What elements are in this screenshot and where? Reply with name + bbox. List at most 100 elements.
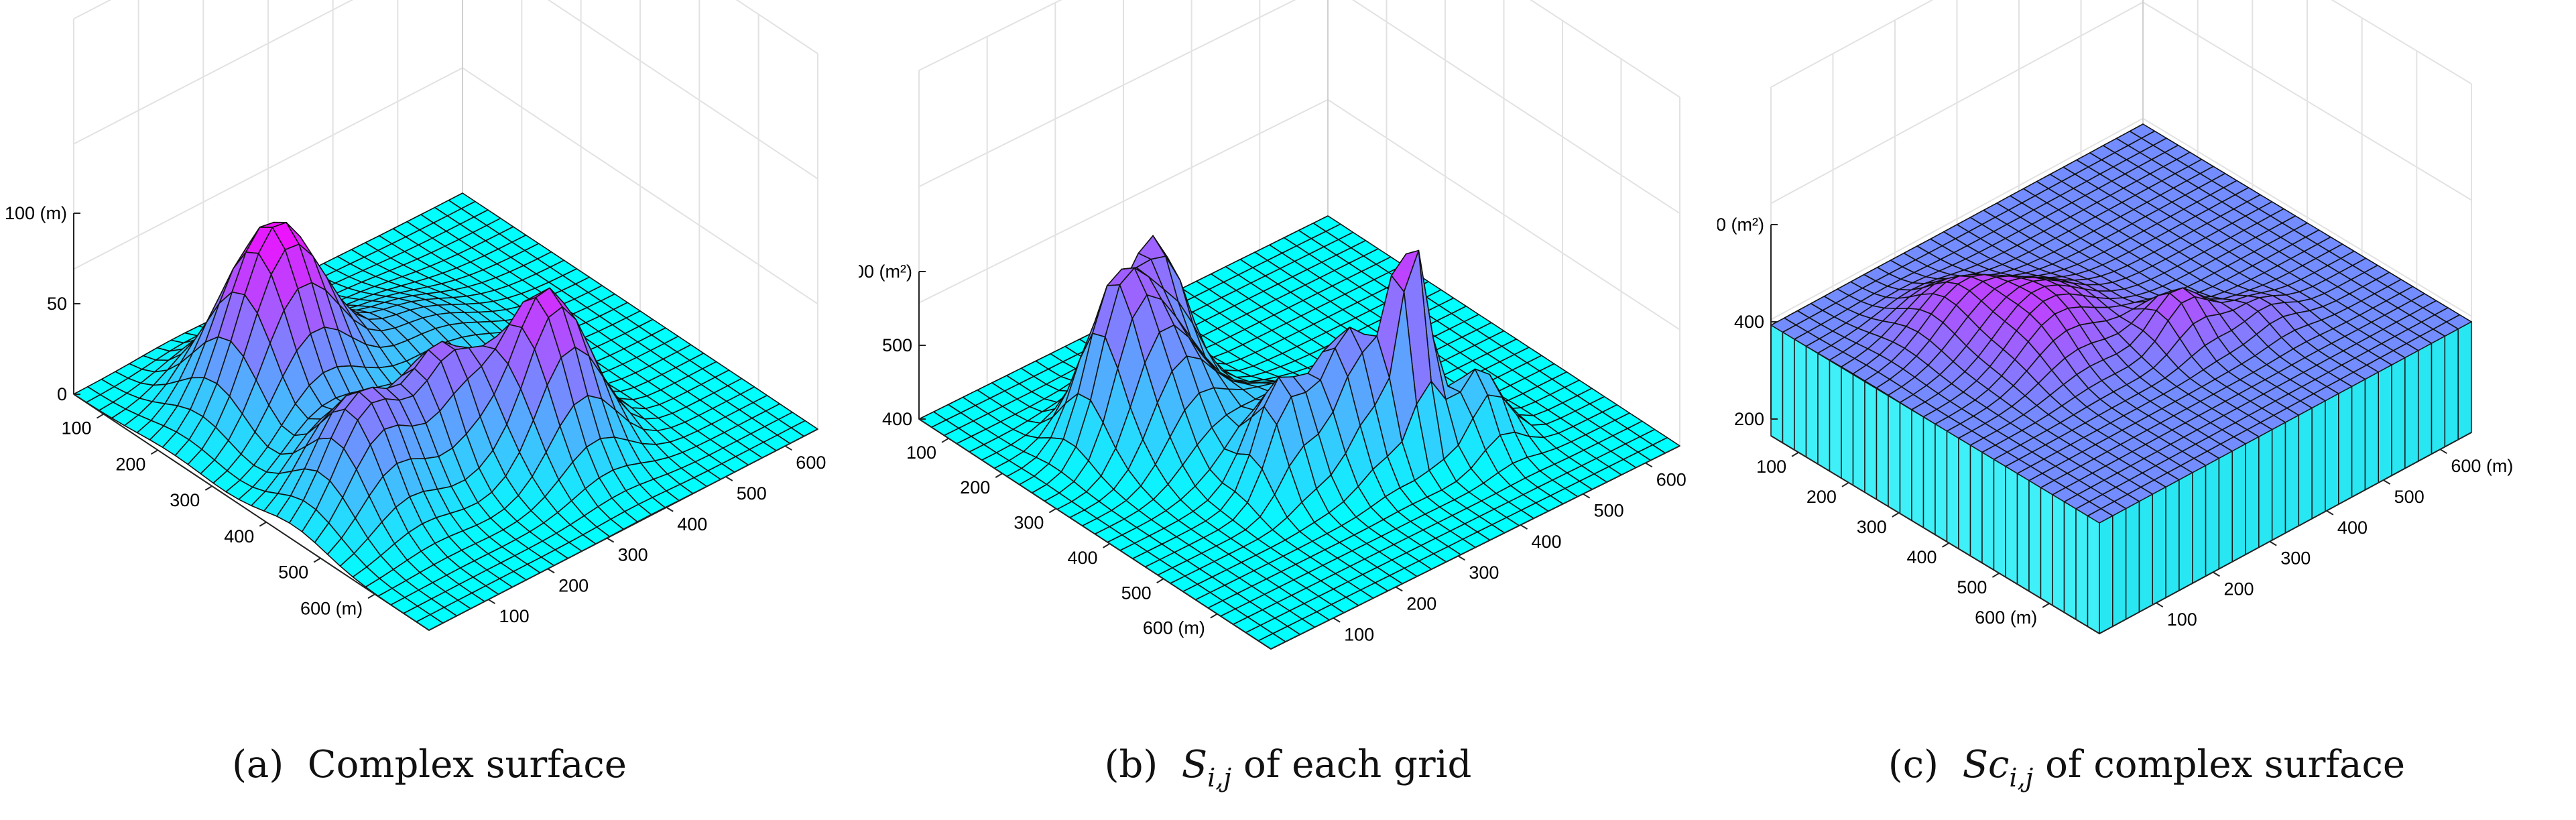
side-wall-face <box>2325 392 2339 513</box>
caption-c-subscript: i,j <box>2009 763 2034 793</box>
surface-plot-a: 0 50 100 (m) 100 200 300 400 500 600 (m) 100 200 30… <box>5 0 826 631</box>
x-tick-label: 500 <box>737 483 767 504</box>
surface-plot-c: 200 400 600 (m²) 100 200 300 400 500 600 (m) 100 2… <box>1717 0 2513 635</box>
x-axis-line <box>428 428 818 631</box>
y-tick-label: 500 <box>1957 577 1987 597</box>
side-wall-face <box>1864 380 1878 501</box>
caption-b: (b) Si,j of each grid <box>859 743 1717 793</box>
z-tick-label: 50 <box>47 294 67 314</box>
side-wall-face <box>2112 508 2127 628</box>
y-tick-mark <box>2042 603 2050 608</box>
x-axis: 100 200 300 400 500 600 <box>1270 445 1686 650</box>
x-axis: 100 200 300 400 500 600 (m) <box>2099 432 2513 634</box>
x-tick-mark <box>2269 540 2277 546</box>
y-axis: 100 200 300 400 500 600 (m) <box>906 418 1272 650</box>
y-tick-mark <box>1791 451 1799 457</box>
x-tick-label: 100 <box>499 606 530 626</box>
x-tick-label: 200 <box>2223 579 2254 599</box>
z-axis: 200 400 600 (m²) <box>1717 215 1778 429</box>
y-tick-mark <box>995 473 1003 479</box>
side-wall-face <box>2218 450 2233 570</box>
side-wall-face <box>2231 443 2246 563</box>
side-wall-face <box>1852 373 1865 493</box>
z-tick-label: 200 <box>1734 409 1764 429</box>
side-wall-face <box>1899 402 1912 522</box>
caption-c-prefix: (c) <box>1888 743 1939 786</box>
wall-grid-line <box>1770 0 2472 88</box>
surface-side-walls <box>1770 320 2472 635</box>
panel-c: 200 400 600 (m²) 100 200 300 400 500 600 (m) 100 2… <box>1717 0 2576 820</box>
side-wall-face <box>1782 331 1795 451</box>
z-tick-label: 500 <box>882 335 912 355</box>
z-tick-label: 400 <box>882 409 912 429</box>
y-tick-label: 600 (m) <box>1975 607 2037 628</box>
x-tick-mark <box>547 568 555 574</box>
side-wall-face <box>2138 493 2154 613</box>
side-wall-face <box>2052 493 2065 613</box>
y-tick-mark <box>313 557 321 563</box>
wall-grid-line <box>918 0 1680 98</box>
x-tick-label: 300 <box>618 545 648 565</box>
surface-mesh <box>73 192 818 631</box>
side-wall-face <box>2016 472 2030 593</box>
side-wall-face <box>2298 407 2313 527</box>
y-tick-label: 400 <box>224 526 254 546</box>
side-wall-face <box>2152 486 2166 606</box>
side-wall-face <box>2087 515 2100 635</box>
x-tick-mark <box>725 476 733 481</box>
x-tick-label: 300 <box>2280 548 2311 569</box>
side-wall-face <box>2431 335 2446 455</box>
y-tick-mark <box>1892 512 1900 518</box>
wall-grid-line <box>918 0 1680 215</box>
x-tick-label: 400 <box>2337 518 2368 538</box>
side-wall-face <box>2311 400 2326 520</box>
y-tick-label: 600 (m) <box>1143 618 1205 638</box>
caption-c-text: of complex surface <box>2045 743 2406 786</box>
y-tick-mark <box>1210 613 1218 619</box>
y-tick-mark <box>1942 542 1950 548</box>
caption-b-subscript: i,j <box>1207 763 1232 793</box>
x-tick-mark <box>784 445 792 451</box>
y-tick-mark <box>1103 543 1111 548</box>
caption-b-symbol: S <box>1181 743 1208 786</box>
y-tick-label: 300 <box>1857 517 1887 537</box>
side-wall-face <box>2338 386 2353 506</box>
x-tick-label: 400 <box>677 514 707 534</box>
side-wall-face <box>1911 409 1924 529</box>
y-axis: 100 200 300 400 500 600 (m) <box>61 394 430 631</box>
z-axis: 0 50 100 (m) <box>5 203 80 404</box>
x-tick-label: 400 <box>1532 532 1562 552</box>
y-tick-label: 100 <box>61 418 91 438</box>
z-tick-label: 0 <box>57 384 67 404</box>
y-tick-label: 500 <box>278 563 308 583</box>
y-tick-label: 300 <box>1014 513 1044 533</box>
side-wall-face <box>1841 366 1854 487</box>
x-tick-mark <box>1583 493 1591 499</box>
y-tick-mark <box>941 437 949 443</box>
y-axis-line <box>1770 435 2100 634</box>
side-wall-face <box>1817 352 1831 473</box>
y-tick-mark <box>150 449 158 455</box>
side-wall-face <box>2192 465 2207 585</box>
x-tick-mark <box>2383 479 2391 485</box>
y-tick-label: 400 <box>1067 548 1097 568</box>
side-wall-face <box>1794 338 1807 458</box>
x-tick-label: 300 <box>1469 563 1499 583</box>
side-wall-face <box>2205 457 2220 577</box>
caption-a: (a) Complex surface <box>0 743 859 786</box>
x-tick-label: 100 <box>1344 625 1374 645</box>
caption-b-prefix: (b) <box>1104 743 1158 786</box>
panel-a: 0 50 100 (m) 100 200 300 400 500 600 (m) 100 200 30… <box>0 0 859 820</box>
side-wall-face <box>2040 486 2053 607</box>
caption-a-text: Complex surface <box>307 743 627 786</box>
side-wall-face <box>2005 465 2018 585</box>
surface-plot-b: 400 500 600 (m²) 100 200 300 400 500 600 (m) 100 2… <box>859 0 1686 650</box>
caption-a-prefix: (a) <box>232 743 284 786</box>
side-wall-face <box>2444 328 2459 448</box>
x-tick-mark <box>666 506 674 512</box>
side-wall-face <box>2125 500 2140 620</box>
x-tick-mark <box>1457 555 1465 561</box>
side-wall-face <box>2417 342 2433 463</box>
x-tick-mark <box>2156 602 2164 608</box>
side-wall-face <box>2063 501 2077 621</box>
